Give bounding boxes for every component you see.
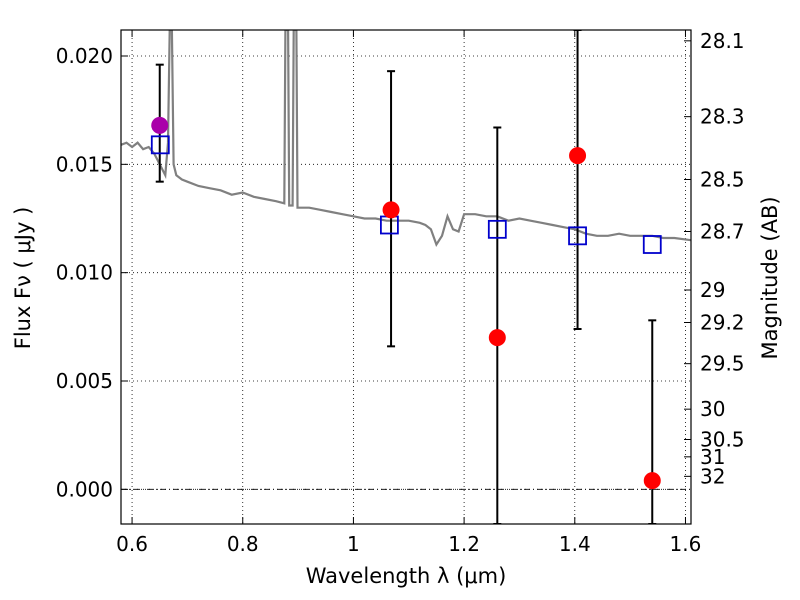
y-tick-label: 0.005: [56, 369, 113, 393]
right-tick-label: 29.2: [700, 311, 745, 335]
observed-point: [643, 472, 661, 490]
y-tick-label: 0.015: [56, 152, 113, 176]
right-tick-label: 30: [700, 397, 725, 421]
observed-point: [488, 329, 506, 347]
right-tick-label: 29.5: [700, 352, 745, 376]
x-tick-label: 1: [347, 532, 360, 556]
model-spectrum-line: [121, 30, 691, 247]
right-tick-label: 28.7: [700, 220, 745, 244]
y-tick-label: 0.000: [56, 477, 113, 501]
plot-content: [121, 30, 691, 524]
y-tick-label: 0.020: [56, 44, 113, 68]
right-tick-label: 28.3: [700, 105, 745, 129]
plot-area: 0.6 0.8 1 1.2 1.4 1.6 0.000 0.005 0.010 0.015 0.02…: [56, 29, 745, 556]
axes-frame: [120, 29, 692, 525]
x-axis-title: Wavelength λ (μm): [306, 564, 507, 588]
x-tick-label: 0.6: [116, 532, 148, 556]
y-tick-label: 0.010: [56, 261, 113, 285]
right-tick-label: 30.5: [700, 428, 745, 452]
observed-point: [569, 147, 587, 165]
model-point: [487, 219, 507, 239]
y-axis-title: Flux Fν ( μJy ): [11, 207, 35, 350]
right-tick-label: 31: [700, 445, 725, 469]
optical-point: [151, 116, 169, 134]
model-point: [642, 235, 662, 254]
x-tick-label: 1.6: [670, 532, 702, 556]
right-tick-label: 28.5: [700, 168, 745, 192]
right-tick-label: 29: [700, 278, 725, 302]
observed-point: [382, 201, 400, 219]
model-point: [150, 135, 170, 155]
right-tick-label: 32: [700, 464, 725, 488]
model-point: [568, 226, 587, 246]
x-tick-label: 0.8: [227, 532, 259, 556]
y-axis-right-title: Magnitude (AB): [758, 196, 782, 359]
x-tick-label: 1.4: [559, 532, 591, 556]
x-tick-label: 1.2: [448, 532, 480, 556]
right-tick-label: 28.1: [700, 29, 745, 53]
